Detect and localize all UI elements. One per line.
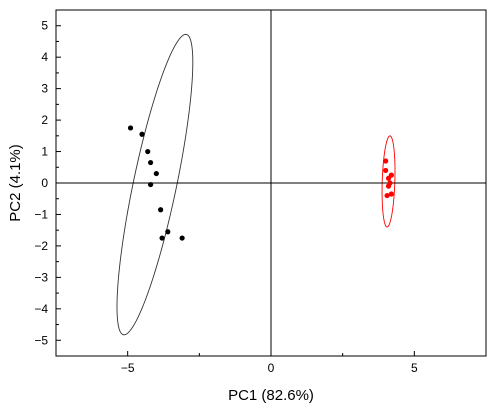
confidence-ellipse-2 (381, 135, 396, 228)
y-tick-label: 2 (41, 113, 48, 127)
x-tick-label: 0 (268, 361, 275, 375)
data-point-series-2 (388, 191, 394, 197)
data-point-series-1 (165, 229, 171, 235)
y-tick-label: 4 (41, 50, 48, 64)
data-point-series-2 (385, 183, 392, 189)
data-point-series-1 (139, 131, 145, 137)
y-tick-label: −4 (34, 302, 48, 316)
data-point-series-1 (159, 235, 165, 241)
x-axis-title: PC1 (82.6%) (228, 387, 314, 404)
data-point-series-1 (145, 148, 151, 155)
data-point-series-2 (385, 175, 392, 181)
x-tick-label: −5 (121, 361, 135, 375)
data-point-series-2 (383, 167, 389, 174)
y-tick-label: −5 (34, 333, 48, 347)
data-point-series-1 (148, 159, 154, 166)
x-tick-label: 5 (411, 361, 418, 375)
confidence-ellipse-1 (116, 33, 194, 336)
y-tick-label: 1 (41, 145, 48, 159)
y-tick-label: 3 (41, 82, 48, 96)
y-tick-label: 5 (41, 19, 48, 33)
y-tick-label: −1 (34, 207, 48, 221)
data-point-series-1 (127, 125, 134, 131)
data-point-series-1 (153, 170, 159, 177)
data-point-series-1 (158, 207, 164, 213)
data-points (127, 125, 394, 241)
y-tick-label: −3 (34, 270, 48, 284)
y-axis-title: PC2 (4.1%) (7, 144, 24, 222)
zero-lines (56, 10, 486, 356)
y-tick-label: −2 (34, 239, 48, 253)
data-point-series-1 (148, 181, 154, 188)
axis-ticks: −5 0 5 −5 −4 −3 −2 −1 0 1 2 3 4 5 (34, 19, 418, 375)
data-point-series-1 (179, 235, 185, 241)
data-point-series-2 (383, 158, 389, 164)
data-point-series-2 (384, 192, 390, 199)
y-tick-label: 0 (41, 176, 48, 190)
confidence-ellipses (116, 33, 396, 336)
